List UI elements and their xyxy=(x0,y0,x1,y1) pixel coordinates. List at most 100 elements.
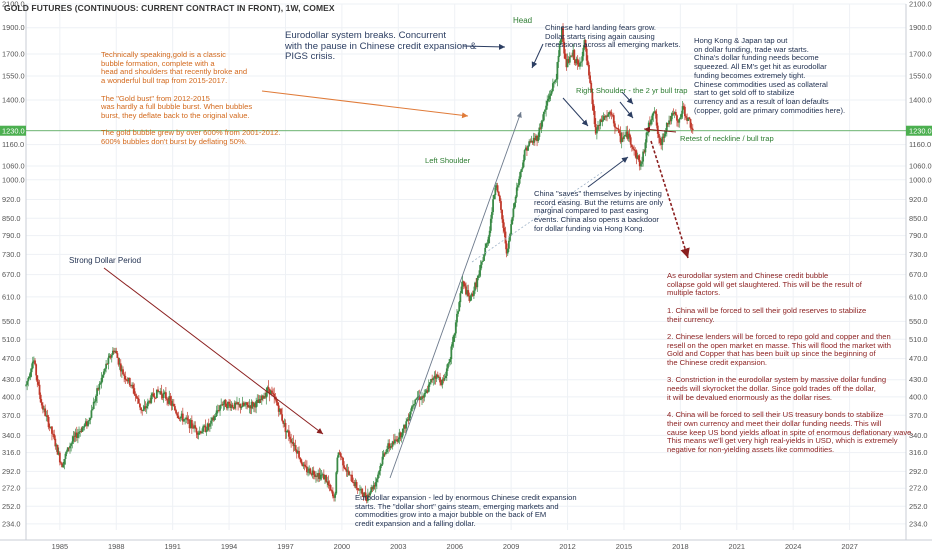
candle-body xyxy=(390,445,393,447)
candle-body xyxy=(301,463,304,467)
candle-body xyxy=(142,409,145,411)
candle-body xyxy=(609,112,612,113)
candle-body xyxy=(295,450,298,454)
candle-body xyxy=(615,127,617,129)
y-tick-label-right: 1400.0 xyxy=(909,96,932,105)
candle-body xyxy=(148,400,150,402)
candle-body xyxy=(399,432,402,438)
candle-body xyxy=(568,56,571,63)
candle-body xyxy=(254,403,256,408)
y-tick-label-left: 1000.0 xyxy=(2,175,25,184)
y-tick-label-left: 730.0 xyxy=(2,250,21,259)
candle-body xyxy=(439,377,441,383)
candle-body xyxy=(671,113,674,116)
y-tick-label-left: 670.0 xyxy=(2,270,21,279)
candle-body xyxy=(688,117,691,120)
candle-body xyxy=(337,452,340,458)
last-price-tags: 1230.0 1230.0 xyxy=(0,125,932,136)
candle-body xyxy=(621,137,624,140)
candle-body xyxy=(624,134,626,137)
candle-body xyxy=(686,117,689,121)
candle-body xyxy=(311,470,314,475)
candle-body xyxy=(477,275,480,278)
candle-body xyxy=(125,379,128,381)
candle-body xyxy=(95,395,97,402)
candle-body xyxy=(371,487,374,490)
candle-body xyxy=(278,408,281,412)
candle-body xyxy=(64,453,67,460)
candle-body xyxy=(501,209,504,220)
y-tick-label-right: 610.0 xyxy=(909,292,928,301)
candle-body xyxy=(343,465,346,468)
candle-body xyxy=(115,350,118,354)
candle-body xyxy=(338,452,341,454)
candle-body xyxy=(357,489,360,491)
candle-body xyxy=(176,413,179,416)
candle-body xyxy=(625,131,628,135)
candle-body xyxy=(515,187,518,197)
candle-body xyxy=(74,432,77,437)
x-tick-label: 2006 xyxy=(446,542,462,550)
candle-body xyxy=(162,392,165,398)
candle-body xyxy=(104,368,106,372)
candle-body xyxy=(345,469,348,472)
x-tick-label: 2015 xyxy=(616,542,632,550)
candle-body xyxy=(30,368,33,373)
candle-body xyxy=(576,58,579,65)
candle-body xyxy=(602,116,605,121)
candle-body xyxy=(636,155,639,159)
candle-body xyxy=(451,342,454,347)
y-tick-label-left: 790.0 xyxy=(2,231,21,240)
candle-body xyxy=(212,417,215,421)
candle-body xyxy=(639,163,642,167)
candle-body xyxy=(316,475,318,477)
y-tick-label-left: 252.0 xyxy=(2,502,21,511)
candle-body xyxy=(65,451,68,454)
candle-body xyxy=(266,387,269,393)
candle-body xyxy=(205,430,208,432)
candle-body xyxy=(541,120,544,122)
candle-body xyxy=(84,421,87,425)
candle-body xyxy=(127,378,130,382)
candle-body xyxy=(369,492,372,496)
candle-body xyxy=(514,196,517,203)
y-tick-label-left: 1900.0 xyxy=(2,23,25,32)
candle-body xyxy=(111,350,114,355)
candle-body xyxy=(447,363,449,369)
candle-body xyxy=(475,282,478,288)
candle-body xyxy=(486,243,489,245)
candle-body xyxy=(58,452,61,463)
candle-body xyxy=(117,357,120,365)
candle-body xyxy=(83,424,86,427)
candle-body xyxy=(329,485,332,491)
candle-body xyxy=(459,293,462,303)
candle-body xyxy=(130,385,132,387)
candle-body xyxy=(159,391,162,393)
candle-body xyxy=(623,136,625,140)
candle-body xyxy=(400,435,403,438)
candle-body xyxy=(546,100,549,106)
candle-body xyxy=(366,494,369,502)
candle-body xyxy=(494,187,497,195)
candle-body xyxy=(545,105,548,110)
candle-body xyxy=(252,403,255,407)
candle-body xyxy=(527,145,529,151)
y-tick-label-left: 2100.0 xyxy=(2,0,25,9)
candle-body xyxy=(540,121,543,129)
candle-body xyxy=(119,363,122,372)
candle-body xyxy=(150,395,153,403)
y-tick-label-left: 1400.0 xyxy=(2,96,25,105)
candle-body xyxy=(594,124,597,134)
candle-body xyxy=(507,240,510,249)
candle-body xyxy=(25,384,27,386)
candle-body xyxy=(512,208,515,218)
candle-body xyxy=(521,167,524,170)
candle-body xyxy=(604,115,607,118)
y-tick-label-right: 1000.0 xyxy=(909,175,932,184)
candle-body xyxy=(27,377,30,382)
candle-body xyxy=(412,405,414,407)
candle-body xyxy=(324,475,326,480)
x-axis: 1985 1988 1991 1994 1997 2000 2003 2006 2009 2012… xyxy=(52,542,858,550)
candle-body xyxy=(648,122,651,125)
candle-body xyxy=(284,422,287,433)
